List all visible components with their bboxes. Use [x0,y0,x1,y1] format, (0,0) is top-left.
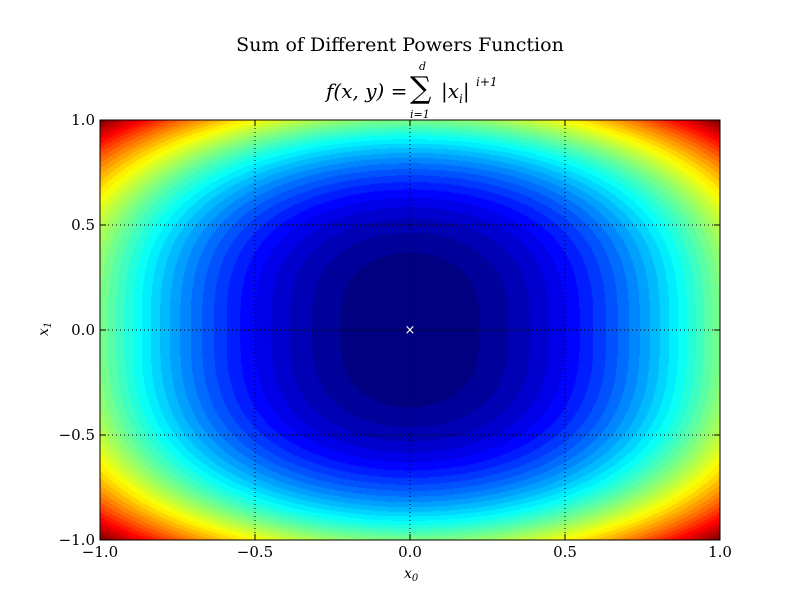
y-axis-label: x1 [36,322,54,336]
formula-exponent: i+1 [476,75,498,89]
x-tick-label-3: 0.5 [553,543,577,561]
axis-ticks [99,119,721,541]
x-tick-labels: −1.0 −0.5 0.0 0.5 1.0 [82,543,732,561]
x-tick-label-4: 1.0 [708,543,732,561]
sum-upper-limit: d [419,60,427,73]
term-open: |x [441,79,460,103]
chart-subtitle-formula: f(x, y) = ∑ d i=1 |xi| i+1 [0,60,800,122]
y-tick-label-2: 0.0 [71,321,95,339]
chart-title: Sum of Different Powers Function [236,34,564,56]
x-tick-label-1: −0.5 [237,543,273,561]
term-subscript: i [459,92,463,106]
x-tick-label-0: −1.0 [82,543,118,561]
term-close: | [462,79,470,103]
formula-term: |xi| [441,79,470,106]
heatmap-surface [100,120,720,540]
x-axis-label: x0 [404,566,419,584]
global-minimum-marker: × [405,323,416,338]
minimum-marker-layer: × [405,323,416,338]
y-tick-label-0: −1.0 [59,531,95,549]
sum-symbol: ∑ [410,71,432,106]
y-tick-label-3: 0.5 [71,216,95,234]
y-tick-labels: −1.0−0.50.00.51.0 [59,111,95,549]
formula-lhs: f(x, y) = [326,79,408,103]
sum-lower-limit: i=1 [410,108,430,121]
grid-lines [100,120,720,540]
y-tick-label-1: −0.5 [59,426,95,444]
x-tick-label-2: 0.0 [398,543,422,561]
plot-frame [99,119,721,541]
